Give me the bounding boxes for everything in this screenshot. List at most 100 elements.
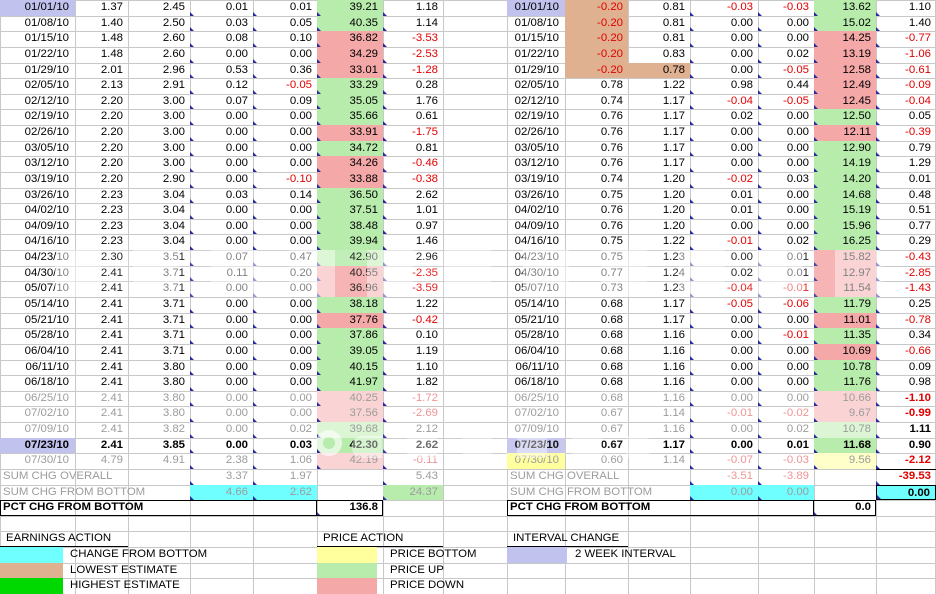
est-low-cell[interactable]: 0.68 [600,313,623,326]
est-high-cell[interactable]: 3.71 [162,329,185,342]
est-low-cell[interactable]: 2.41 [100,266,123,279]
chg-low-cell[interactable]: 0.07 [190,250,253,266]
chg-high-cell[interactable]: 0.44 [758,78,814,94]
est-high-cell[interactable]: 2.60 [162,47,185,60]
chg-low-cell[interactable]: 0.00 [190,422,253,438]
price-cell[interactable]: 38.48 [317,218,383,235]
est-high-cell[interactable]: 3.80 [162,391,185,404]
est-low-cell[interactable]: 0.76 [600,126,623,139]
price-chg-cell[interactable]: 0.01 [876,172,936,188]
chg-low-cell[interactable]: 0.00 [190,125,253,141]
chg-high-cell[interactable]: -0.03 [758,0,814,16]
chg-high-cell[interactable]: 0.00 [253,281,317,297]
est-high-cell[interactable]: 3.04 [162,188,185,201]
chg-low-cell[interactable]: 0.02 [690,266,758,282]
chg-high-cell[interactable]: 0.00 [758,31,814,47]
chg-high-cell[interactable]: 0.01 [758,266,814,282]
est-high-cell[interactable]: 0.83 [662,47,685,60]
est-low-cell[interactable]: -0.20 [565,31,628,47]
sum-value-cell[interactable]: 0.00 [758,484,814,501]
chg-low-cell[interactable]: 0.00 [190,141,253,157]
chg-low-cell[interactable]: -0.07 [690,453,758,469]
date-cell[interactable]: 07/09/10 [514,423,559,436]
price-chg-cell[interactable]: -0.38 [383,172,443,188]
price-cell[interactable]: 11.54 [814,281,876,297]
est-high-cell[interactable]: 3.00 [162,110,185,123]
est-high-cell[interactable]: 1.17 [662,438,685,451]
chg-high-cell[interactable]: 0.00 [758,141,814,157]
price-cell[interactable]: 35.66 [317,109,383,126]
chg-high-cell[interactable]: 0.01 [253,0,317,16]
date-cell[interactable]: 02/12/10 [24,94,69,107]
est-low-cell[interactable]: 2.41 [100,329,123,342]
chg-low-cell[interactable]: 0.00 [690,16,758,32]
chg-low-cell[interactable]: 0.01 [690,188,758,204]
price-cell[interactable]: 11.68 [814,437,876,454]
date-cell[interactable]: 01/22/10 [24,47,69,60]
est-high-cell[interactable]: 1.14 [662,407,685,420]
price-cell[interactable]: 37.76 [317,312,383,329]
chg-low-cell[interactable]: 0.00 [690,360,758,376]
price-chg-cell[interactable]: -2.85 [876,266,936,282]
est-low-cell[interactable]: 2.41 [100,360,123,373]
price-cell[interactable]: 9.67 [814,406,876,423]
chg-high-cell[interactable]: 0.14 [253,188,317,204]
date-cell[interactable]: 01/15/10 [24,32,69,45]
est-high-cell[interactable]: 1.20 [662,172,685,185]
chg-high-cell[interactable]: 0.00 [758,156,814,172]
date-cell[interactable]: 04/09/10 [514,219,559,232]
price-chg-cell[interactable]: 0.90 [876,438,936,454]
price-chg-cell[interactable]: -3.59 [383,281,443,297]
date-cell[interactable]: 04/16/10 [24,235,69,248]
chg-low-cell[interactable]: 0.00 [690,31,758,47]
est-high-cell[interactable]: 0.81 [662,1,685,13]
chg-high-cell[interactable]: 0.00 [758,313,814,329]
est-low-cell[interactable]: -0.20 [565,62,628,79]
sum-value-cell[interactable]: 2.62 [253,484,317,501]
price-chg-cell[interactable]: -0.99 [876,406,936,423]
price-cell[interactable]: 40.35 [317,15,383,32]
chg-high-cell[interactable]: -0.10 [253,172,317,188]
date-cell[interactable]: 05/21/10 [24,313,69,326]
chg-high-cell[interactable]: 0.00 [253,141,317,157]
price-chg-cell[interactable]: 1.40 [876,16,936,32]
date-cell[interactable]: 02/26/10 [514,126,559,139]
legend-swatch-2-week-interval[interactable] [507,547,567,563]
chg-high-cell[interactable]: 0.01 [758,250,814,266]
price-cell[interactable]: 33.01 [317,62,383,79]
price-chg-cell[interactable]: 0.28 [383,78,443,94]
date-cell[interactable]: 07/30/10 [24,454,69,467]
est-low-cell[interactable]: 0.76 [600,219,623,232]
date-cell[interactable]: 06/04/10 [24,344,69,357]
est-high-cell[interactable]: 1.23 [662,251,685,264]
price-chg-cell[interactable]: -0.77 [876,31,936,47]
est-high-cell[interactable]: 3.85 [162,438,185,451]
sum-value-cell[interactable]: 24.37 [383,484,443,501]
est-low-cell[interactable]: 0.68 [600,360,623,373]
date-cell[interactable]: 04/23/10 [24,251,69,264]
chg-high-cell[interactable]: 0.05 [253,16,317,32]
price-cell[interactable]: 15.02 [814,15,876,32]
est-high-cell[interactable]: 3.00 [162,141,185,154]
est-low-cell[interactable]: 2.23 [100,204,123,217]
price-chg-cell[interactable]: -1.06 [876,47,936,63]
est-low-cell[interactable]: 0.68 [600,376,623,389]
price-chg-cell[interactable]: -0.04 [876,94,936,110]
price-chg-cell[interactable]: 0.77 [876,219,936,235]
price-chg-cell[interactable]: -0.42 [383,313,443,329]
est-high-cell[interactable]: 1.16 [662,329,685,342]
date-cell[interactable]: 05/07/10 [24,282,69,295]
price-chg-cell[interactable]: -0.78 [876,313,936,329]
chg-high-cell[interactable]: 0.00 [758,203,814,219]
price-chg-cell[interactable]: -1.43 [876,281,936,297]
est-high-cell[interactable]: 1.22 [662,235,685,248]
date-cell[interactable]: 01/29/10 [514,63,559,76]
est-low-cell[interactable]: 0.68 [600,391,623,404]
price-cell[interactable]: 33.91 [317,125,383,141]
est-low-cell[interactable]: 2.23 [100,188,123,201]
price-cell[interactable]: 39.68 [317,422,383,438]
date-cell[interactable]: 01/15/10 [514,32,559,45]
price-cell[interactable]: 33.29 [317,78,383,94]
est-high-cell[interactable]: 1.16 [662,344,685,357]
date-cell[interactable]: 07/02/10 [24,407,69,420]
